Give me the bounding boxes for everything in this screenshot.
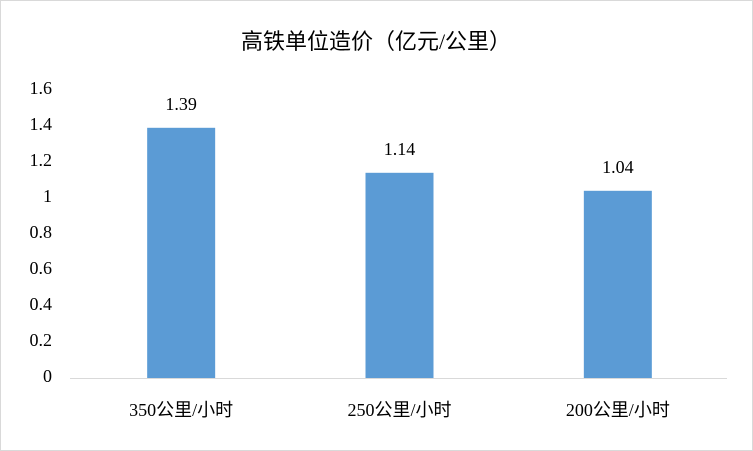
bar bbox=[583, 190, 652, 378]
data-label: 1.39 bbox=[165, 94, 197, 114]
y-tick-label: 0 bbox=[43, 366, 52, 386]
y-tick-label: 0.8 bbox=[30, 222, 53, 242]
x-tick-label: 200公里/小时 bbox=[566, 400, 670, 420]
y-tick-label: 1.2 bbox=[30, 150, 53, 170]
data-label: 1.14 bbox=[384, 139, 416, 159]
y-tick-label: 1.6 bbox=[30, 78, 53, 98]
y-tick-label: 0.2 bbox=[30, 330, 53, 350]
bar bbox=[147, 127, 216, 378]
x-tick-label: 350公里/小时 bbox=[129, 400, 233, 420]
y-tick-label: 1 bbox=[43, 186, 52, 206]
bar bbox=[365, 172, 434, 378]
y-tick-label: 0.6 bbox=[30, 258, 53, 278]
x-tick-label: 250公里/小时 bbox=[347, 400, 451, 420]
y-tick-label: 0.4 bbox=[30, 294, 53, 314]
chart-title: 高铁单位造价（亿元/公里） bbox=[241, 29, 511, 54]
y-tick-label: 1.4 bbox=[30, 114, 53, 134]
data-label: 1.04 bbox=[602, 157, 634, 177]
